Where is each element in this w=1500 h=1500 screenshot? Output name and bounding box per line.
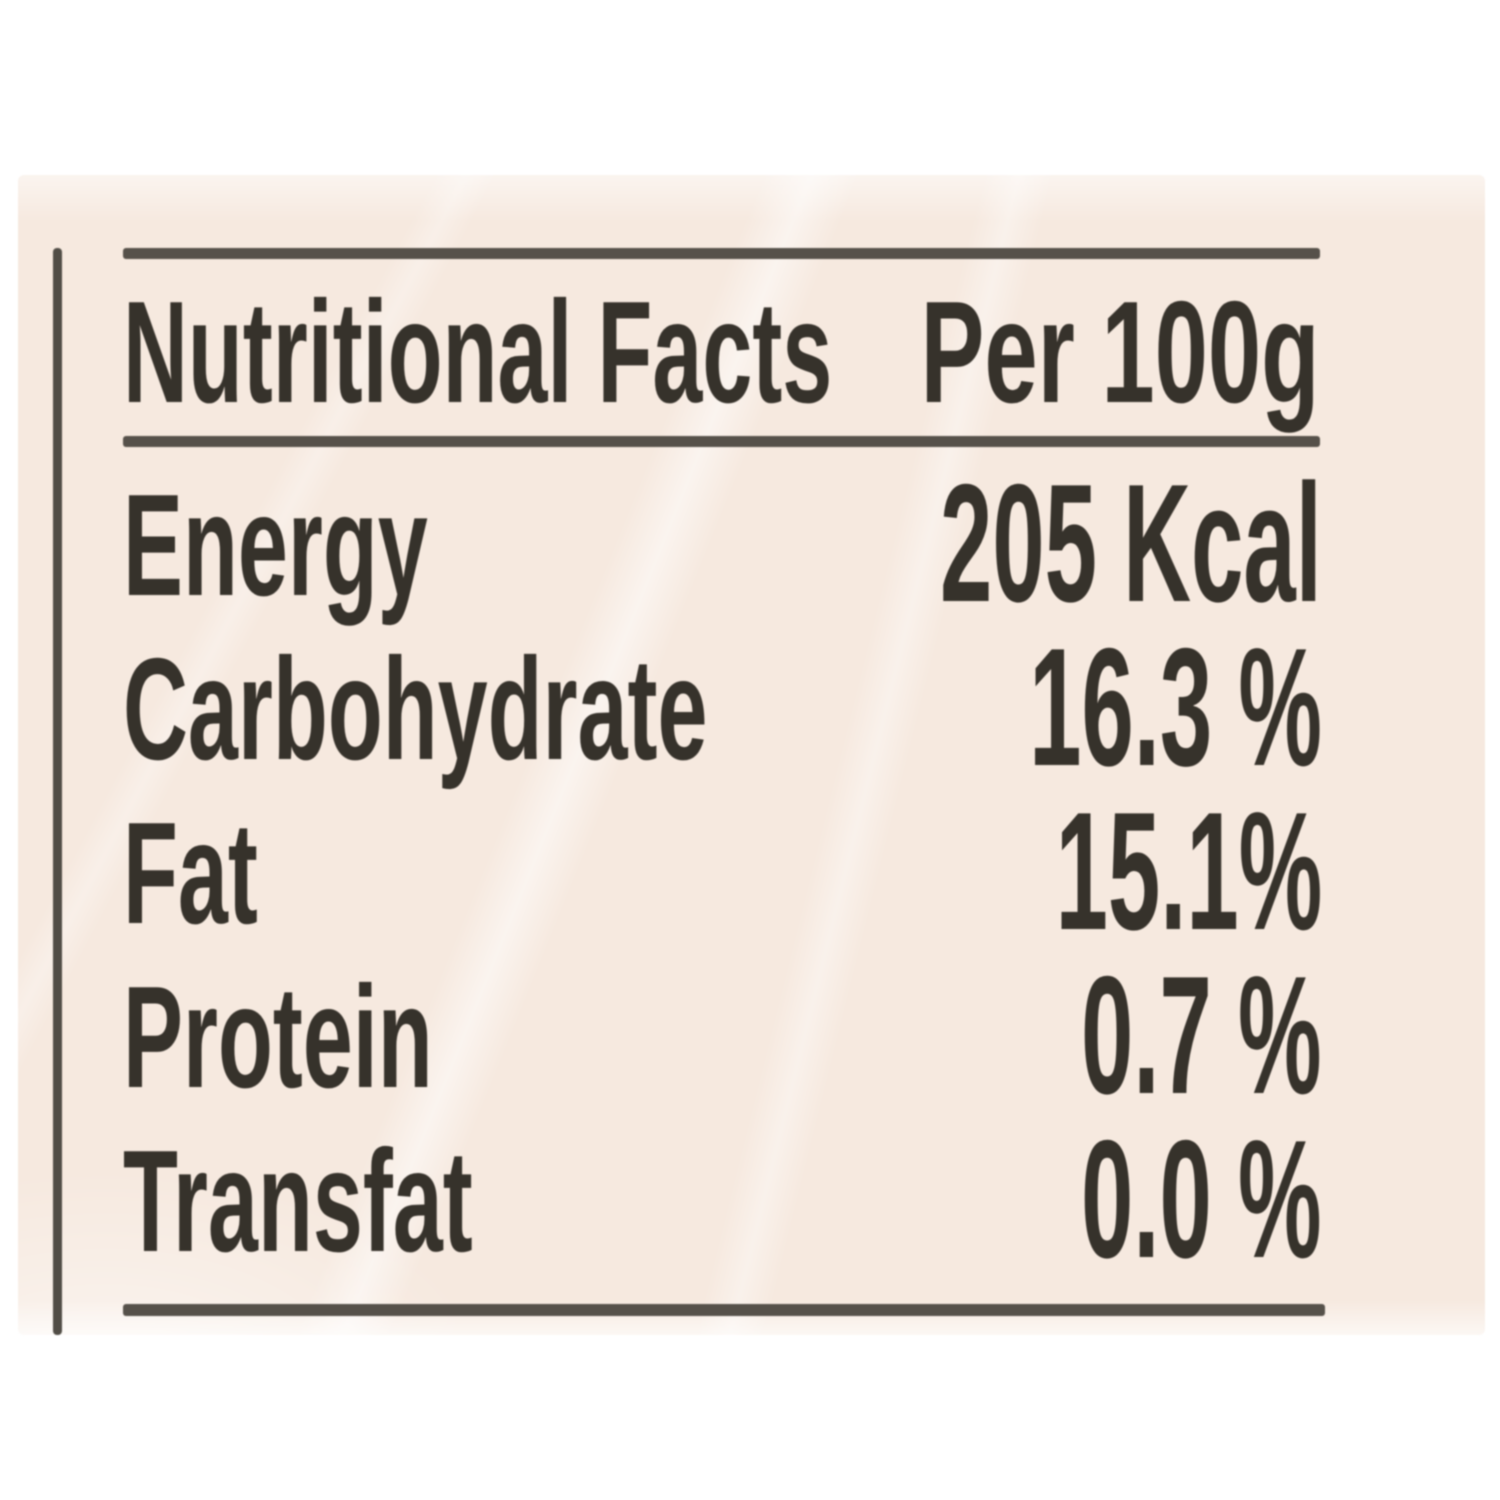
nutrient-value-carbohydrate: 16.3 %	[1029, 613, 1322, 801]
nutrient-value-energy: 205 Kcal	[940, 449, 1322, 637]
nutrient-name-protein: Protein	[123, 956, 433, 1118]
bottom-rule	[123, 1304, 1325, 1316]
label-title: Nutritional Facts	[123, 271, 833, 433]
nutrient-name-energy: Energy	[123, 464, 428, 626]
nutrient-value-fat: 15.1%	[1055, 777, 1322, 965]
nutrient-value-transfat: 0.0 %	[1081, 1105, 1322, 1293]
nutrition-label-panel: Nutritional Facts Per 100g Energy 205 Kc…	[18, 175, 1485, 1335]
nutrient-name-fat: Fat	[123, 792, 258, 954]
serving-size-header: Per 100g	[920, 271, 1320, 433]
left-border-line	[53, 248, 62, 1335]
header-divider-rule	[123, 436, 1320, 447]
nutrient-name-carbohydrate: Carbohydrate	[123, 628, 708, 790]
top-rule	[123, 248, 1320, 259]
nutrient-name-transfat: Transfat	[123, 1120, 473, 1282]
nutrient-value-protein: 0.7 %	[1081, 941, 1322, 1129]
